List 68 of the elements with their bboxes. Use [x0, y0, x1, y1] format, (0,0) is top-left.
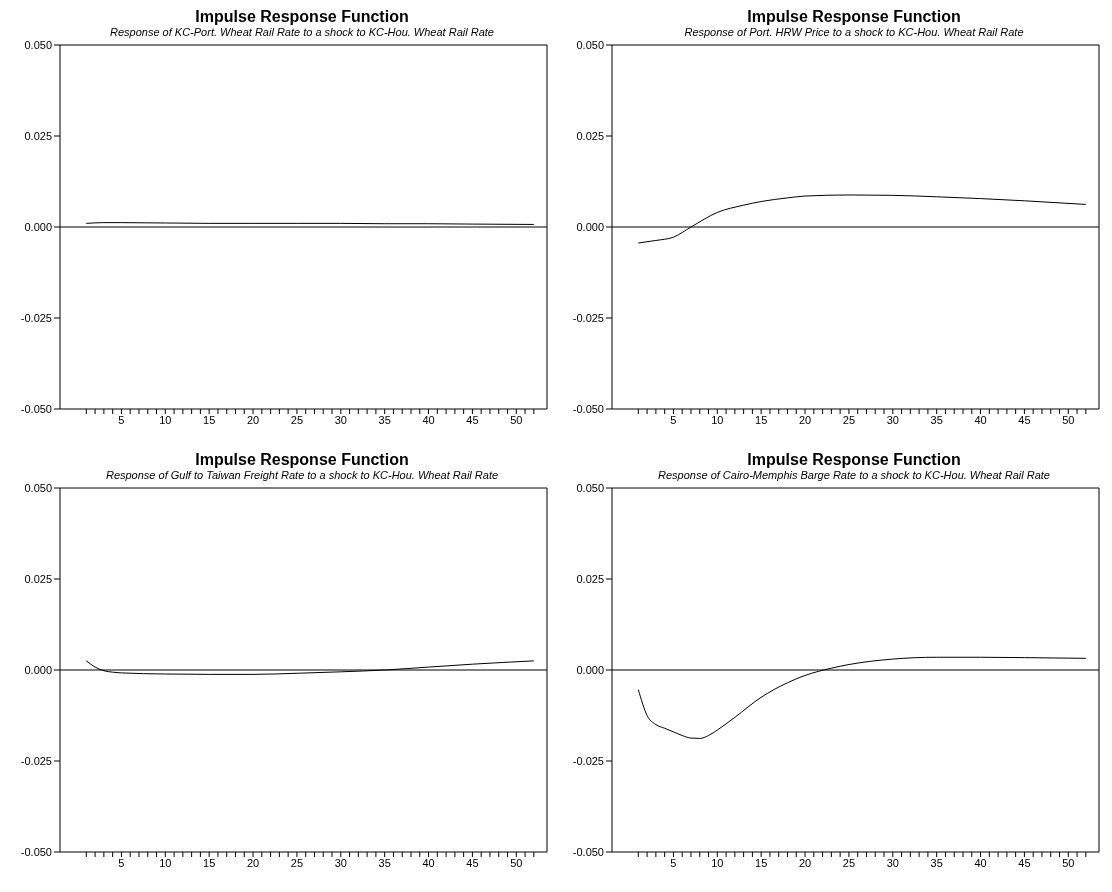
- x-tick-label: 35: [378, 413, 391, 426]
- y-tick-label: 0.000: [576, 663, 604, 676]
- y-tick-label: -0.025: [572, 754, 604, 767]
- x-tick-label: 20: [246, 856, 260, 869]
- x-tick-label: 15: [203, 856, 216, 869]
- x-tick-label: 15: [755, 856, 768, 869]
- y-tick-label: 0.050: [576, 481, 604, 494]
- x-tick-label: 40: [974, 856, 987, 869]
- x-tick-label: 50: [510, 413, 523, 426]
- x-tick-label: 40: [974, 413, 987, 426]
- x-tick-label: 5: [670, 413, 677, 426]
- x-tick-label: 20: [246, 413, 260, 426]
- x-tick-label: 30: [886, 856, 899, 869]
- y-tick-label: -0.025: [20, 311, 52, 324]
- x-tick-label: 5: [118, 856, 125, 869]
- x-tick-label: 5: [670, 856, 677, 869]
- x-tick-label: 30: [334, 413, 347, 426]
- x-tick-label: 30: [334, 856, 347, 869]
- x-tick-label: 25: [842, 856, 856, 869]
- y-tick-label: 0.000: [24, 663, 52, 676]
- x-tick-label: 45: [466, 856, 479, 869]
- x-tick-label: 10: [159, 413, 172, 426]
- x-tick-label: 45: [466, 413, 479, 426]
- y-tick-label: 0.025: [576, 572, 604, 585]
- y-tick-label: -0.050: [572, 402, 604, 415]
- x-tick-label: 35: [930, 413, 943, 426]
- x-tick-label: 25: [842, 413, 856, 426]
- x-tick-label: 50: [1062, 856, 1075, 869]
- x-tick-label: 30: [886, 413, 899, 426]
- chart-subtitle: Response of KC-Port. Wheat Rail Rate to a shock to KC-Hou. Wheat Rail Rate: [109, 26, 495, 39]
- x-tick-label: 10: [711, 413, 724, 426]
- x-tick-label: 25: [290, 413, 304, 426]
- y-tick-label: -0.025: [20, 754, 52, 767]
- x-tick-label: 40: [422, 856, 435, 869]
- y-tick-label: 0.025: [24, 572, 52, 585]
- y-tick-label: 0.025: [24, 129, 52, 142]
- x-tick-label: 50: [510, 856, 523, 869]
- x-tick-label: 50: [1062, 413, 1075, 426]
- x-tick-label: 35: [378, 856, 391, 869]
- chart-title: Impulse Response Function: [746, 451, 962, 469]
- y-tick-label: 0.050: [24, 38, 52, 51]
- chart-title: Impulse Response Function: [194, 8, 410, 26]
- x-tick-label: 25: [290, 856, 304, 869]
- x-tick-label: 35: [930, 856, 943, 869]
- x-tick-label: 10: [159, 856, 172, 869]
- chart-subtitle: Response of Cairo-Memphis Barge Rate to a shock to KC-Hou. Wheat Rail Rate: [657, 469, 1051, 482]
- x-tick-label: 20: [798, 413, 812, 426]
- x-tick-label: 5: [118, 413, 125, 426]
- x-tick-label: 20: [798, 856, 812, 869]
- y-tick-label: -0.050: [20, 402, 52, 415]
- y-tick-label: -0.050: [572, 845, 604, 858]
- x-tick-label: 15: [755, 413, 768, 426]
- y-tick-label: 0.050: [576, 38, 604, 51]
- chart-subtitle: Response of Port. HRW Price to a shock to KC-Hou. Wheat Rail Rate: [683, 26, 1025, 39]
- chart-title: Impulse Response Function: [746, 8, 962, 26]
- x-tick-label: 10: [711, 856, 724, 869]
- y-tick-label: 0.050: [24, 481, 52, 494]
- x-tick-label: 45: [1018, 856, 1031, 869]
- chart-subtitle: Response of Gulf to Taiwan Freight Rate to a shock to KC-Hou. Wheat Rail Rate: [104, 469, 500, 482]
- x-tick-label: 40: [422, 413, 435, 426]
- y-tick-label: 0.000: [576, 220, 604, 233]
- x-tick-label: 15: [203, 413, 216, 426]
- y-tick-label: 0.000: [24, 220, 52, 233]
- x-tick-label: 45: [1018, 413, 1031, 426]
- y-tick-label: -0.025: [572, 311, 604, 324]
- y-tick-label: -0.050: [20, 845, 52, 858]
- chart-title: Impulse Response Function: [194, 451, 410, 469]
- y-tick-label: 0.025: [576, 129, 604, 142]
